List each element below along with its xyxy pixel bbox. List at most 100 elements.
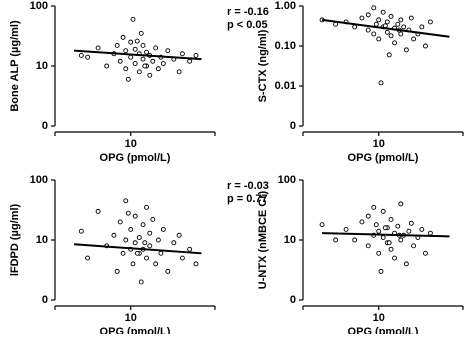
point [134,250,140,256]
point [128,54,134,60]
point [144,204,149,210]
point [160,226,166,232]
point [403,261,409,267]
point [147,72,153,78]
point [85,54,91,60]
point [388,217,394,222]
point [365,27,371,33]
y-axis-label: U-NTX (nMBCE Cr) [257,190,269,289]
point [123,198,129,204]
point [352,24,358,30]
point [376,36,382,42]
point [123,237,129,243]
annotation: p = 0.77 [227,193,268,205]
point [125,210,131,216]
point [359,219,365,225]
point [176,69,182,75]
regression-line [74,243,202,255]
point [343,226,349,232]
point [386,52,392,58]
point [78,52,84,58]
y-tick-label: 0 [42,294,48,306]
point [392,255,397,261]
point [378,80,384,86]
point [388,33,394,39]
point [104,63,110,69]
point [187,58,193,64]
x-tick-label: 10 [125,138,137,150]
x-tick-label: 10 [125,312,137,324]
y-tick-label: 0 [290,120,296,132]
y-tick-label: 100 [30,0,48,12]
point [408,220,414,226]
point [158,250,164,256]
point [120,34,126,40]
point [398,237,404,243]
point [398,31,404,37]
point [150,217,156,222]
point [147,243,153,249]
point [380,208,386,214]
point [395,21,401,27]
point [95,208,101,214]
point [384,19,390,25]
point [319,222,325,228]
point [165,48,171,54]
point [411,243,417,249]
point [380,9,386,15]
point [382,225,388,231]
point [114,268,120,274]
y-tick-label: 0.10 [275,40,296,52]
point [142,240,148,246]
point [365,12,371,18]
point [187,246,193,252]
x-axis-label: OPG (pmol/L) [348,152,419,164]
point [427,19,433,25]
point [408,15,414,21]
x-tick-label: 10 [373,312,385,324]
point [134,38,140,44]
point [371,204,377,210]
point [371,31,377,37]
point [380,235,386,240]
point [386,240,392,246]
y-tick-label: 10 [36,234,48,246]
point [376,250,382,256]
point [333,237,339,243]
point [117,219,123,225]
point [132,213,138,219]
point [378,268,384,274]
point [78,228,84,234]
regression-line [322,232,450,238]
point [125,76,131,82]
point [376,17,382,23]
y-tick-label: 0.01 [275,80,296,92]
point [153,261,159,267]
point [136,235,142,240]
point [422,250,428,256]
point [193,261,199,267]
point [359,15,365,21]
point [138,30,144,36]
point [117,58,123,64]
point [352,237,358,243]
point [138,279,144,285]
regression-line [74,49,202,61]
point [371,5,377,11]
y-tick-label: 100 [30,174,48,186]
point [147,230,153,236]
point [114,43,120,48]
annotation: p < 0.05 [227,19,268,31]
y-tick-label: 0 [290,294,296,306]
y-tick-label: 100 [278,174,296,186]
y-tick-label: 10 [284,234,296,246]
annotation: r = -0.16 [227,6,269,18]
point [140,222,146,228]
regression-line [321,18,450,38]
point [179,51,185,57]
point [144,255,149,261]
point [392,40,397,46]
x-tick-label: 10 [373,138,385,150]
point [130,261,136,267]
